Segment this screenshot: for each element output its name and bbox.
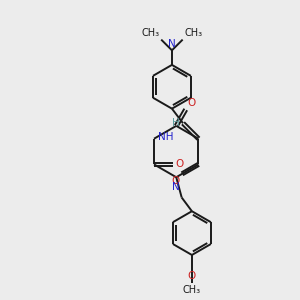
Text: N: N [172, 182, 179, 193]
Text: O: O [188, 271, 196, 281]
Text: NH: NH [158, 132, 174, 142]
Text: N: N [168, 39, 176, 49]
Text: CH₃: CH₃ [141, 28, 160, 38]
Text: O: O [172, 176, 180, 186]
Text: H: H [172, 118, 179, 128]
Text: O: O [175, 159, 184, 170]
Text: O: O [188, 98, 196, 108]
Text: CH₃: CH₃ [183, 285, 201, 295]
Text: CH₃: CH₃ [184, 28, 202, 38]
